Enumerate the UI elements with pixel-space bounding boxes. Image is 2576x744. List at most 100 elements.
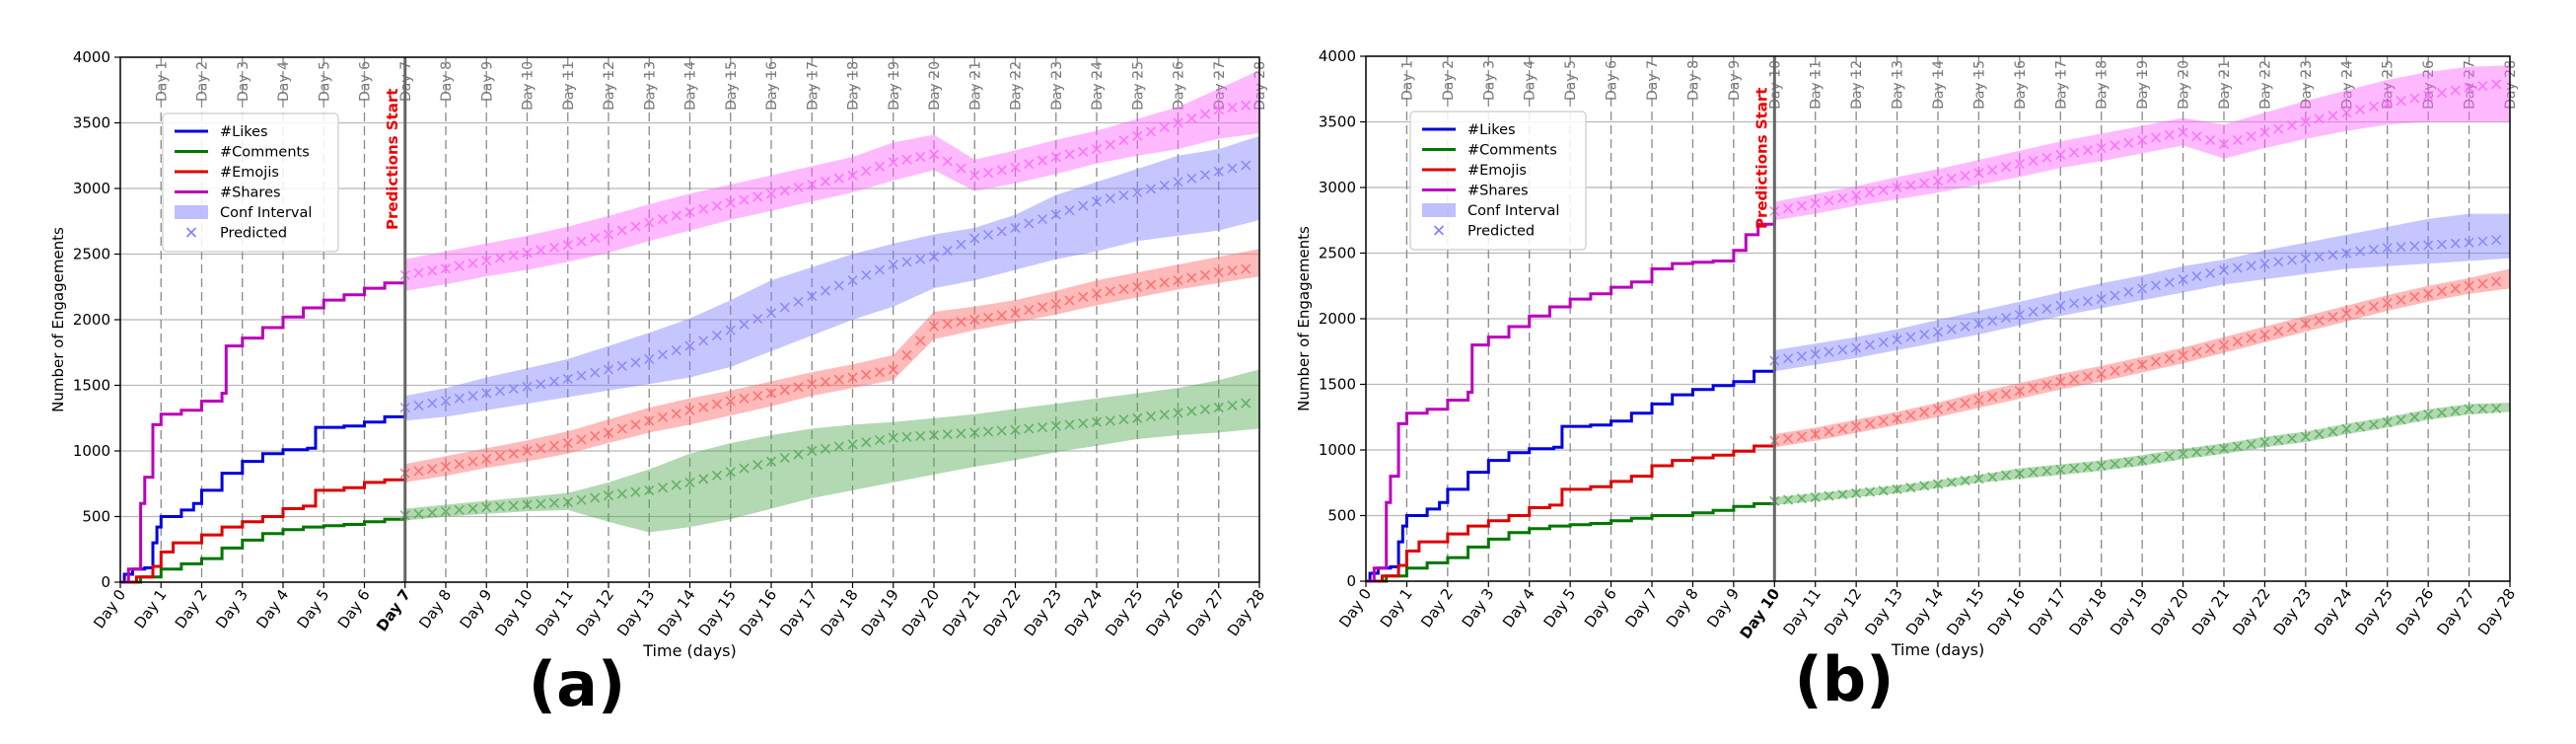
predicted-marker — [1824, 346, 1834, 357]
predicted-marker — [2491, 79, 2502, 90]
predicted-marker — [2164, 353, 2175, 364]
predicted-marker — [2041, 466, 2052, 477]
predicted-marker — [427, 265, 438, 276]
predicted-marker — [467, 391, 478, 402]
top-day-label: Day 16 — [2013, 60, 2029, 110]
top-day-label: Day 10 — [521, 61, 537, 111]
predicted-marker — [2368, 419, 2379, 430]
top-day-label: Day 24 — [2339, 60, 2355, 110]
predicted-marker — [1783, 494, 1794, 505]
predicted-marker — [2014, 309, 2025, 321]
predicted-marker — [2014, 386, 2025, 397]
predicted-marker — [467, 503, 478, 514]
predicted-marker — [2286, 255, 2298, 265]
x-tick-label: Day 27 — [2433, 585, 2477, 638]
predicted-marker — [1919, 481, 1930, 491]
predicted-marker — [942, 156, 953, 167]
observed-line-likes — [1366, 364, 1776, 583]
predicted-marker — [1064, 419, 1075, 430]
predicted-marker — [820, 376, 831, 388]
predicted-marker — [2137, 359, 2148, 370]
predicted-marker — [996, 310, 1007, 321]
predicted-marker — [1037, 155, 1048, 166]
predicted-marker — [1878, 485, 1889, 496]
predicted-marker — [1010, 308, 1021, 319]
predicted-marker — [793, 449, 804, 460]
predicted-marker — [2069, 374, 2080, 385]
predicted-marker — [1932, 176, 1944, 186]
predicted-marker — [1010, 424, 1021, 435]
predicted-marker — [2314, 251, 2325, 262]
predicted-marker — [2259, 436, 2270, 448]
predicted-marker — [1064, 205, 1075, 216]
predicted-marker — [2055, 464, 2066, 476]
predicted-marker — [2259, 329, 2270, 340]
predicted-marker — [522, 445, 533, 457]
predicted-marker — [1010, 222, 1021, 233]
predicted-marker — [1987, 472, 1998, 483]
predicted-marker — [2000, 389, 2012, 400]
y-tick-label: 2500 — [73, 246, 110, 263]
predicted-marker — [982, 312, 994, 323]
predicted-marker — [888, 364, 898, 375]
predicted-marker — [1824, 490, 1834, 501]
x-tick-label: Day 4 — [252, 586, 292, 632]
legend-swatch-band — [1422, 203, 1456, 217]
predicted-marker — [1837, 423, 1848, 434]
predicted-marker — [1227, 265, 1238, 276]
top-day-label: Day 15 — [724, 61, 740, 111]
predicted-marker — [1241, 398, 1252, 409]
conf-band-comments — [1774, 403, 2510, 505]
predicted-marker — [657, 483, 669, 493]
predicted-marker — [2028, 382, 2039, 394]
predicted-marker — [1932, 327, 1944, 337]
predicted-marker — [765, 456, 777, 467]
legend-label: Predicted — [1467, 224, 1535, 240]
predicted-marker — [2123, 362, 2134, 373]
predicted-marker — [1078, 146, 1089, 157]
predicted-marker — [833, 441, 844, 452]
predicted-marker — [2082, 145, 2093, 156]
predicted-marker — [2000, 162, 2012, 173]
predicted-marker — [1132, 186, 1143, 198]
predicted-marker — [698, 203, 709, 214]
predicted-marker — [2477, 236, 2488, 247]
predicted-marker — [2096, 368, 2107, 379]
predicted-marker — [1987, 316, 1998, 327]
top-day-label: Day 18 — [2095, 60, 2111, 110]
predicted-marker — [2382, 243, 2393, 254]
y-tick-label: 1000 — [1319, 441, 1356, 459]
y-tick-label: 3500 — [73, 114, 110, 132]
conf-band-emojis — [1774, 268, 2510, 448]
predicted-marker — [2069, 298, 2080, 309]
predicted-marker — [440, 396, 452, 407]
predicted-marker — [2218, 443, 2230, 454]
predicted-marker — [1878, 185, 1889, 195]
predicted-marker — [1050, 298, 1061, 310]
predicted-marker — [536, 245, 546, 256]
predicted-marker — [481, 502, 492, 513]
predicted-marker — [861, 437, 872, 448]
predicted-marker — [1919, 329, 1930, 340]
predicted-marker — [481, 453, 492, 465]
predicted-marker — [807, 379, 818, 390]
predicted-marker — [1132, 281, 1143, 292]
top-day-label: Day 21 — [2217, 60, 2233, 110]
predicted-marker — [1892, 182, 1902, 193]
predicted-marker — [548, 497, 560, 508]
predicted-marker — [630, 357, 641, 368]
predicted-marker — [982, 426, 994, 437]
top-day-label: Day 26 — [1172, 61, 1187, 111]
top-day-label: Day 7 — [1645, 60, 1661, 101]
predicted-marker — [2355, 105, 2366, 115]
top-day-label: Day 28 — [1252, 61, 1268, 111]
predicted-marker — [1946, 324, 1957, 335]
predicted-marker — [548, 242, 560, 253]
top-day-label: Day 4 — [276, 61, 292, 102]
predicted-marker — [2191, 346, 2202, 357]
top-day-label: Day 22 — [2257, 60, 2273, 110]
x-tick-label: Day 27 — [1183, 586, 1228, 639]
predicted-marker — [1199, 109, 1211, 119]
predicted-marker — [779, 302, 790, 313]
predicted-marker — [548, 440, 560, 451]
